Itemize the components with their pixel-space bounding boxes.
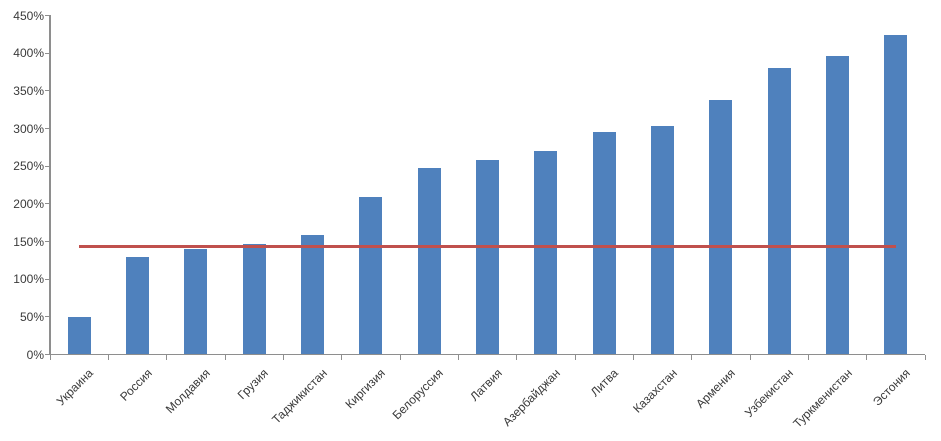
- x-axis-tick-mark: [282, 354, 284, 360]
- y-axis-tick-mark: [45, 90, 50, 92]
- y-axis-tick-mark: [45, 128, 50, 129]
- y-axis-tick-label: 250%: [13, 159, 44, 174]
- y-axis-tick-label: 350%: [13, 83, 44, 98]
- y-axis-tick-label: 300%: [13, 121, 44, 136]
- x-axis-tick-mark: [632, 354, 634, 360]
- y-axis-tick-mark: [45, 165, 50, 167]
- y-axis-tick-mark: [45, 15, 50, 16]
- y-axis-tick-mark: [45, 316, 50, 318]
- bar-Латвия: [476, 160, 499, 355]
- y-axis-tick-mark: [45, 203, 50, 205]
- y-axis-tick-mark: [45, 354, 50, 355]
- y-axis-tick-label: 400%: [13, 46, 44, 61]
- y-axis-tick-mark: [45, 278, 50, 280]
- bar-Грузия: [242, 243, 266, 355]
- bar-Узбекистан: [767, 68, 791, 355]
- x-axis-tick-mark: [924, 354, 926, 360]
- y-axis-tick-mark: [45, 241, 50, 242]
- x-axis-tick-mark: [341, 354, 343, 360]
- x-axis-tick-mark: [516, 354, 518, 360]
- x-axis-tick-mark: [166, 354, 168, 360]
- x-axis-line: [49, 353, 925, 356]
- bar-Таджикистан: [301, 234, 324, 355]
- x-axis-tick-mark: [49, 354, 51, 360]
- bar-Туркменистан: [826, 56, 849, 355]
- x-axis-tick-mark: [691, 354, 693, 360]
- bar-Литва: [592, 132, 616, 355]
- x-axis-tick-mark: [399, 354, 401, 360]
- x-axis-tick-mark: [866, 354, 868, 360]
- bar-Армения: [709, 99, 733, 355]
- y-axis-tick-label: 100%: [13, 272, 44, 287]
- bar-Эстония: [884, 35, 908, 355]
- x-axis-tick-mark: [807, 354, 809, 360]
- bar-Молдавия: [184, 249, 208, 355]
- y-axis-tick-label: 200%: [13, 196, 44, 211]
- y-axis-tick-mark: [45, 52, 50, 54]
- x-axis-tick-mark: [749, 354, 751, 360]
- bar-Казахстан: [651, 126, 674, 355]
- bar-Украина: [67, 316, 91, 355]
- y-axis-tick-label: 50%: [19, 309, 44, 324]
- reference-line: [79, 245, 896, 249]
- x-axis-tick-mark: [224, 354, 226, 360]
- x-axis-tick-mark: [574, 354, 576, 360]
- y-axis-tick-label: 150%: [13, 234, 44, 249]
- bar-Азербайджан: [534, 151, 558, 355]
- x-axis-tick-mark: [107, 354, 109, 360]
- bar-Киргизия: [359, 197, 383, 355]
- x-axis-tick-mark: [457, 354, 459, 360]
- bar-Белоруссия: [417, 168, 441, 355]
- y-axis-tick-label: 0%: [26, 347, 44, 362]
- bar-Россия: [126, 257, 149, 355]
- y-axis-line: [49, 15, 51, 355]
- y-axis-tick-label: 450%: [13, 8, 44, 23]
